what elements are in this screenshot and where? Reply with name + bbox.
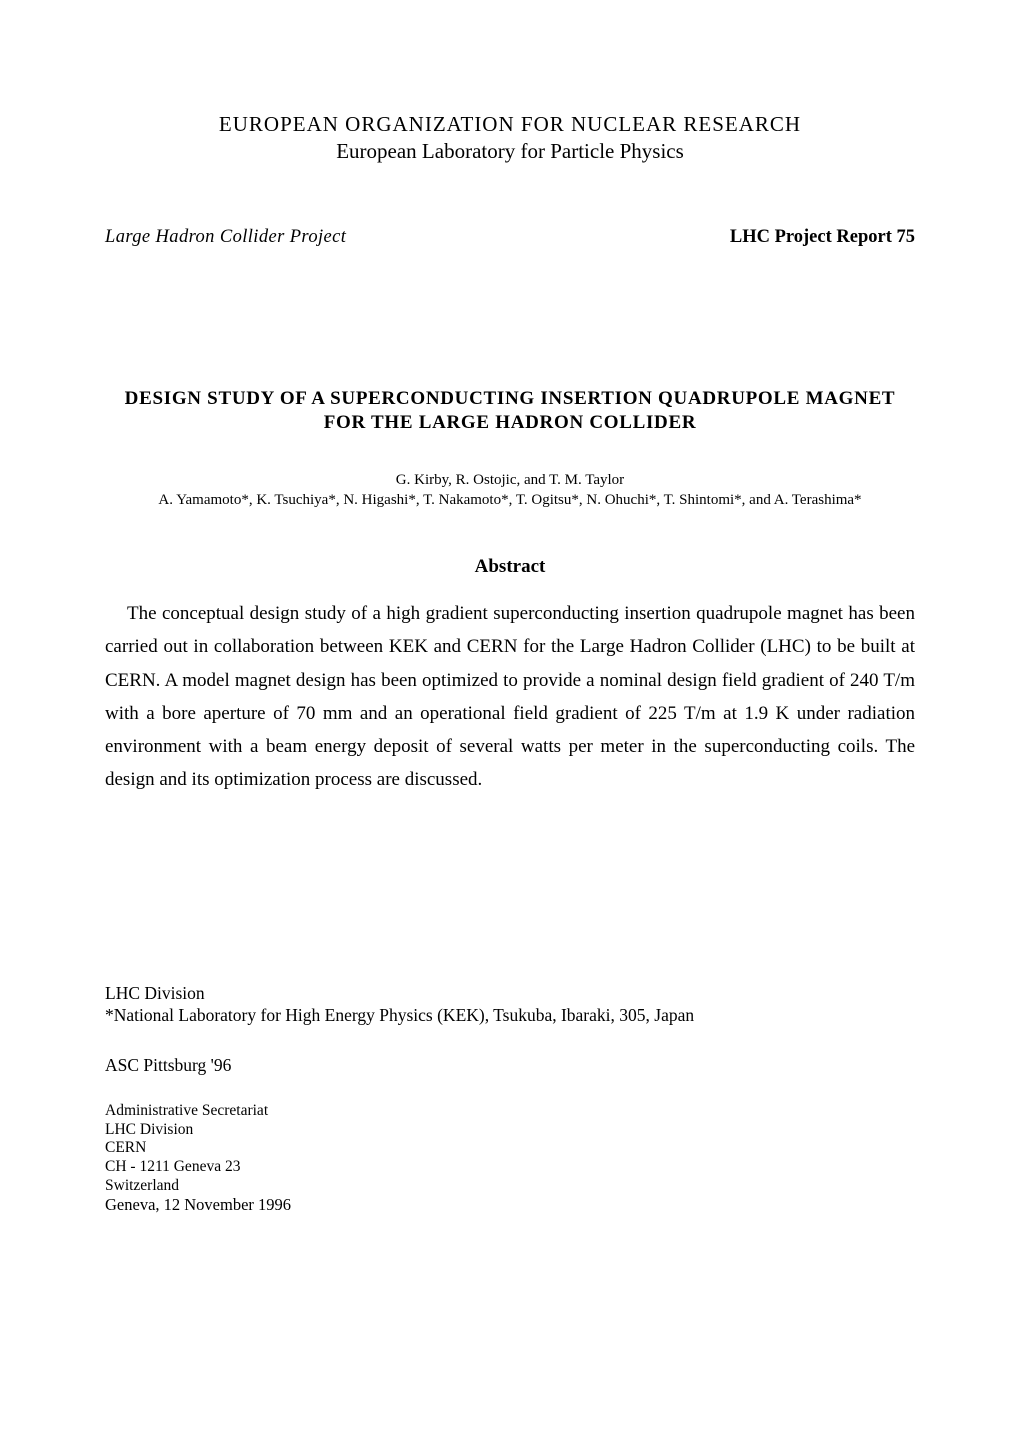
title-line-2: FOR THE LARGE HADRON COLLIDER [105, 411, 915, 436]
project-name: Large Hadron Collider Project [105, 226, 346, 248]
admin-line-1: Administrative Secretariat [105, 1102, 915, 1121]
org-line-1: EUROPEAN ORGANIZATION FOR NUCLEAR RESEAR… [105, 112, 915, 137]
authors-block: G. Kirby, R. Ostojic, and T. M. Taylor A… [105, 470, 915, 511]
title-block: DESIGN STUDY OF A SUPERCONDUCTING INSERT… [105, 387, 915, 436]
date-line: Geneva, 12 November 1996 [105, 1195, 915, 1215]
report-number: LHC Project Report 75 [730, 226, 915, 248]
abstract-heading: Abstract [105, 556, 915, 579]
division-line: LHC Division [105, 982, 915, 1005]
project-row: Large Hadron Collider Project LHC Projec… [105, 226, 915, 248]
conference-line: ASC Pittsburg '96 [105, 1055, 915, 1076]
org-line-2: European Laboratory for Particle Physics [105, 139, 915, 164]
affiliation-note: *National Laboratory for High Energy Phy… [105, 1004, 915, 1027]
admin-line-4: CH - 1211 Geneva 23 [105, 1158, 915, 1177]
title-line-1: DESIGN STUDY OF A SUPERCONDUCTING INSERT… [105, 387, 915, 412]
admin-line-5: Switzerland [105, 1177, 915, 1196]
abstract-body: The conceptual design study of a high gr… [105, 597, 915, 797]
admin-block: Administrative Secretariat LHC Division … [105, 1102, 915, 1215]
admin-line-3: CERN [105, 1139, 915, 1158]
organization-header: EUROPEAN ORGANIZATION FOR NUCLEAR RESEAR… [105, 112, 915, 164]
admin-line-2: LHC Division [105, 1121, 915, 1140]
authors-line-2: A. Yamamoto*, K. Tsuchiya*, N. Higashi*,… [105, 490, 915, 510]
affiliation-block: LHC Division *National Laboratory for Hi… [105, 982, 915, 1028]
authors-line-1: G. Kirby, R. Ostojic, and T. M. Taylor [105, 470, 915, 490]
